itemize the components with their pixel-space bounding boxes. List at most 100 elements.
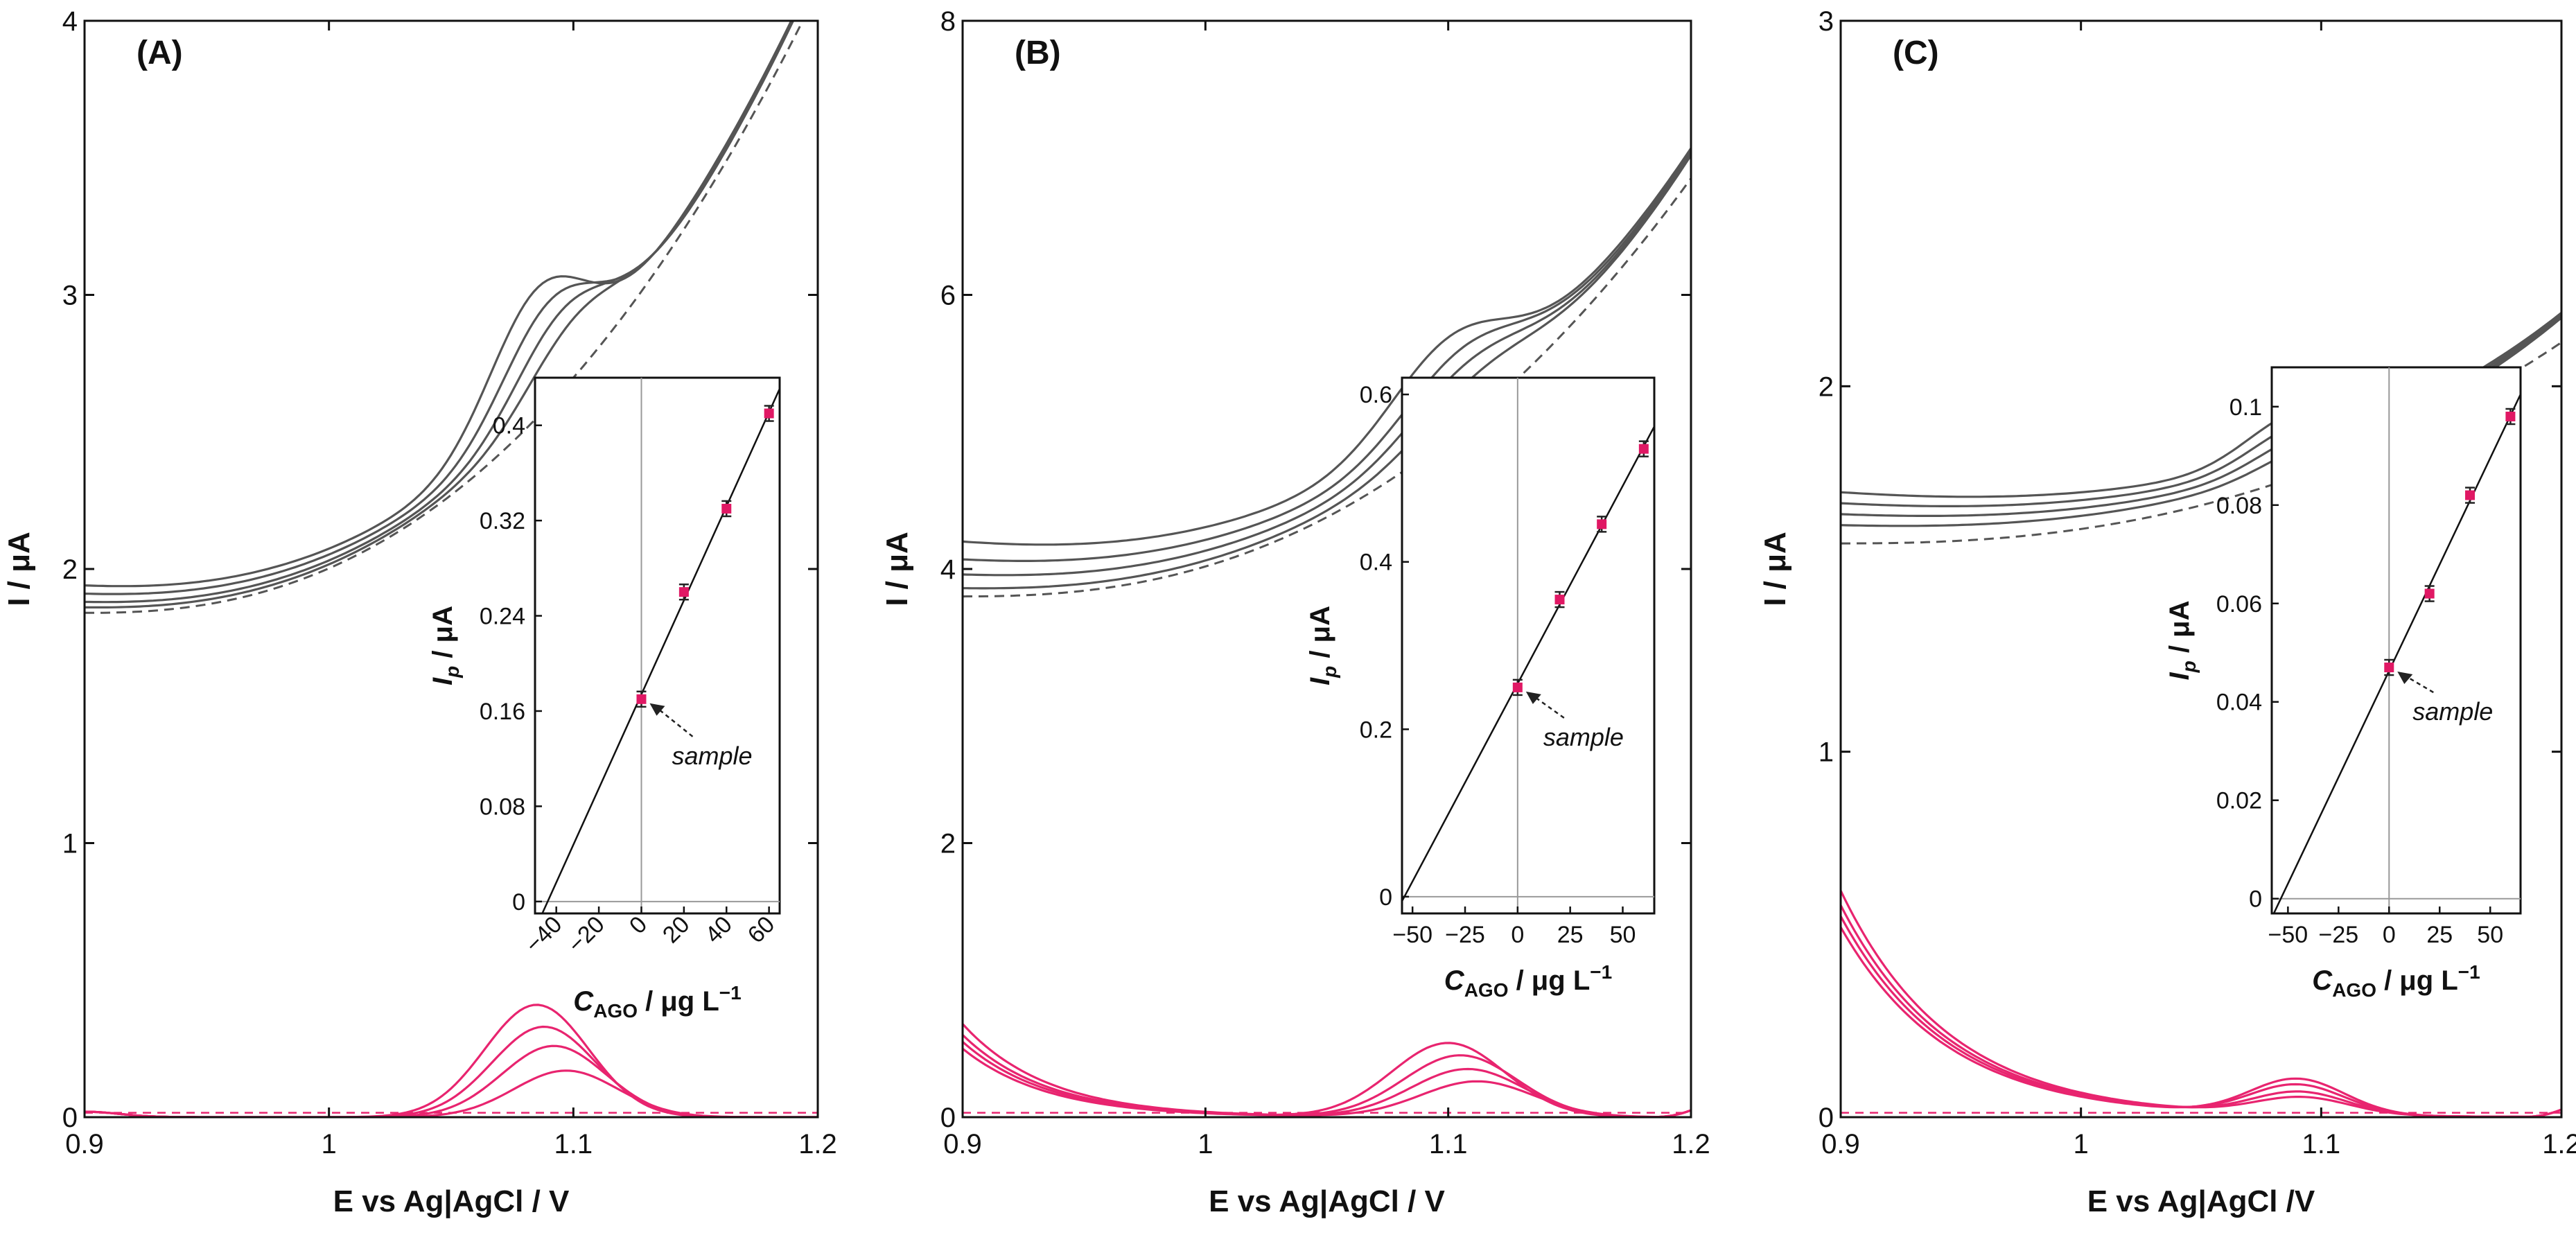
inset-y-tick-label: 0.1 — [2229, 394, 2262, 421]
calibration-point — [678, 587, 689, 597]
y-tick-label: 3 — [62, 281, 78, 311]
inset-x-tick-label: 50 — [2477, 922, 2503, 948]
calibration-point — [721, 503, 732, 514]
y-tick-label: 3 — [1819, 6, 1834, 37]
inset-y-tick-label: 0 — [2249, 886, 2262, 913]
inset-y-tick-label: 0 — [1379, 884, 1392, 911]
inset-x-tick-label: −20 — [563, 911, 610, 958]
y-tick-label: 6 — [940, 281, 956, 311]
inset-x-tick-label: −50 — [2268, 922, 2308, 948]
x-tick-label: 1.2 — [798, 1129, 837, 1159]
annotation-arrowhead — [649, 703, 665, 716]
regression-line — [1402, 426, 1654, 902]
inset-y-tick-label: 0.08 — [480, 794, 525, 820]
x-tick-label: 1.2 — [2542, 1129, 2576, 1159]
inset-y-tick-label: 0.02 — [2216, 788, 2262, 814]
calibration-point — [1554, 595, 1565, 605]
inset-x-tick-label: 20 — [658, 911, 695, 949]
inset-y-tick-label: 0.32 — [480, 508, 525, 534]
corrected-voltammogram-line — [1841, 904, 2561, 1117]
x-axis-title: E vs Ag|AgCl / V — [333, 1184, 570, 1219]
x-tick-label: 1.2 — [1672, 1129, 1710, 1159]
panel-label: (A) — [137, 35, 183, 71]
calibration-point — [764, 408, 774, 419]
calibration-point — [2424, 588, 2435, 599]
inset-x-axis-title: CAGO / μg L−1 — [1444, 961, 1612, 1001]
x-tick-label: 1 — [322, 1129, 337, 1159]
corrected-voltammogram-line — [1841, 916, 2561, 1117]
raw-voltammogram-line — [963, 147, 1691, 546]
annotation-arrowhead — [2397, 672, 2413, 685]
inset-y-tick-label: 0.2 — [1360, 717, 1392, 743]
inset-y-tick-label: 0.08 — [2216, 493, 2262, 519]
inset-x-tick-label: 60 — [743, 911, 780, 949]
regression-line — [541, 388, 780, 913]
corrected-voltammogram-line — [963, 1034, 1691, 1117]
corrected-voltammogram-line — [85, 1004, 818, 1117]
panel-label: (C) — [1893, 35, 1939, 71]
y-tick-label: 0 — [62, 1103, 78, 1133]
y-axis-title: I / μA — [880, 532, 914, 606]
calibration-point — [1597, 519, 1607, 529]
x-tick-label: 1.1 — [554, 1129, 593, 1159]
y-tick-label: 2 — [1819, 371, 1834, 402]
corrected-voltammogram-line — [85, 1044, 818, 1117]
y-tick-label: 4 — [62, 6, 78, 37]
sample-annotation: sample — [2412, 697, 2493, 726]
x-tick-label: 1.1 — [2302, 1129, 2341, 1159]
inset-x-tick-label: 40 — [700, 911, 737, 949]
x-tick-label: 1.1 — [1429, 1129, 1468, 1159]
calibration-point — [1512, 682, 1523, 692]
y-axis-title: I / μA — [1758, 532, 1792, 606]
blank-voltammogram-line — [963, 177, 1691, 598]
inset-y-tick-label: 0.4 — [1360, 550, 1392, 576]
inset-x-tick-label: −40 — [520, 911, 568, 958]
inset-y-tick-label: 0.06 — [2216, 591, 2262, 618]
panel-a: 0.9 1 1.1 1.2 0 1 2 3 4 E vs Ag|AgCl / V I / μA (A)… — [2, 6, 837, 1219]
axes-frame — [1839, 19, 2563, 1119]
inset-x-tick-label: −50 — [1392, 922, 1432, 948]
inset-y-axis-title: Ip / μA — [2164, 601, 2200, 681]
inset-x-tick-label: −25 — [1445, 922, 1485, 948]
panel-c: 0.9 1 1.1 1.2 0 1 2 3 E vs Ag|AgCl /V I / μA (C) −5… — [1758, 6, 2576, 1219]
inset-frame — [1401, 376, 1656, 915]
calibration-point — [1638, 444, 1649, 454]
calibration-point — [2465, 490, 2476, 500]
y-tick-label: 2 — [940, 829, 956, 859]
corrected-voltammogram-line — [85, 1025, 818, 1117]
calibration-inset: −50 −25 0 25 50 0 0.02 0.04 0.06 0.08 0.1 CAGO / μg… — [2164, 366, 2522, 1001]
raw-voltammogram-line — [85, 21, 795, 608]
y-tick-label: 1 — [62, 829, 78, 859]
x-axis-title: E vs Ag|AgCl /V — [2087, 1184, 2315, 1219]
inset-y-tick-label: 0.24 — [480, 604, 525, 630]
inset-x-tick-label: 0 — [1511, 922, 1524, 948]
y-tick-label: 2 — [62, 554, 78, 585]
x-tick-label: 0.9 — [65, 1129, 104, 1159]
inset-frame — [2270, 366, 2522, 915]
inset-y-axis-title: Ip / μA — [428, 606, 463, 685]
calibration-point — [636, 694, 647, 704]
inset-x-tick-label: −25 — [2318, 922, 2358, 948]
inset-x-axis-title: CAGO / μg L−1 — [2312, 961, 2480, 1001]
inset-x-tick-label: 25 — [1557, 922, 1584, 948]
y-tick-label: 8 — [940, 6, 956, 37]
inset-x-tick-label: 25 — [2426, 922, 2453, 948]
y-tick-label: 0 — [1819, 1103, 1834, 1133]
plot-area — [963, 147, 1691, 1117]
inset-y-tick-label: 0 — [512, 889, 525, 916]
inset-x-tick-label: 0 — [2383, 922, 2396, 948]
inset-frame — [534, 376, 781, 915]
x-tick-label: 1 — [1198, 1129, 1213, 1159]
x-tick-label: 0.9 — [943, 1129, 982, 1159]
calibration-point — [2384, 663, 2394, 673]
inset-x-tick-label: 0 — [624, 911, 652, 939]
x-tick-label: 0.9 — [1821, 1129, 1860, 1159]
y-tick-label: 4 — [940, 554, 956, 585]
inset-y-tick-label: 0.04 — [2216, 690, 2262, 716]
calibration-point — [2505, 411, 2516, 421]
raw-voltammogram-line — [963, 150, 1691, 562]
inset-y-axis-title: Ip / μA — [1305, 606, 1340, 685]
panel-b: 0.9 1 1.1 1.2 0 2 4 6 8 E vs Ag|AgCl / V I / μA (B)… — [880, 6, 1710, 1219]
